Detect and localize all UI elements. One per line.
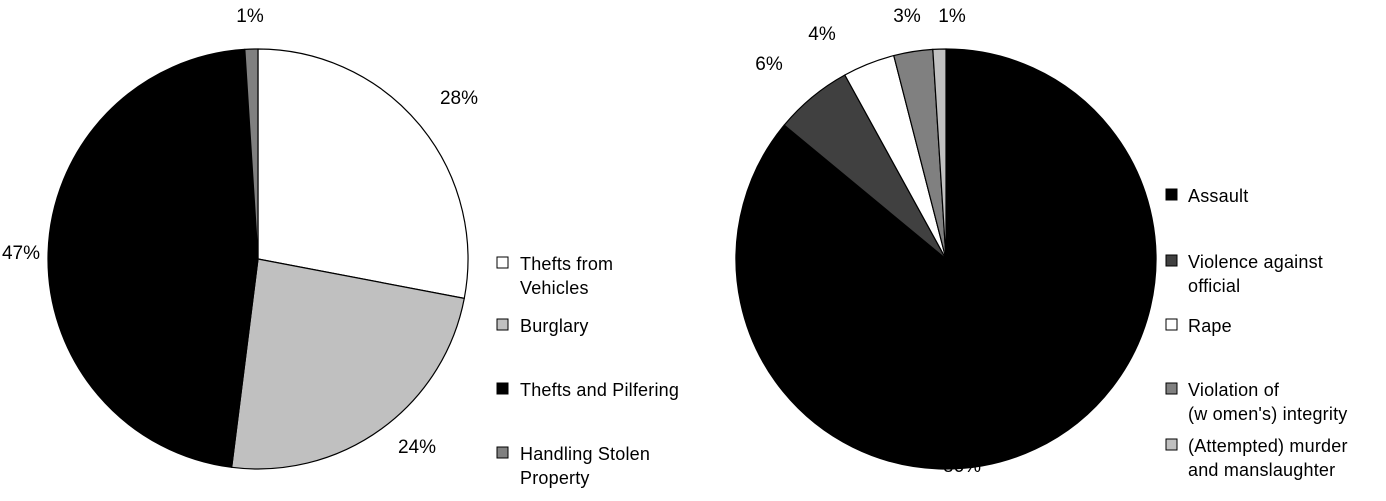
data-label-violation-of-women-s-integrity: 3%	[893, 6, 921, 27]
pie-slice-assault	[735, 48, 1157, 470]
legend-label-handling-stolen-property: Handling Stolen	[520, 444, 650, 464]
pie-slice-thefts-from-vehicles	[257, 48, 469, 299]
legend-label-thefts-and-pilfering: Thefts and Pilfering	[520, 380, 679, 400]
pie-slice-thefts-and-pilfering	[47, 48, 259, 468]
legend-property-crime: Thefts from Vehicles Burglary Thefts and Pi…	[496, 254, 679, 488]
pie-slice-handling-stolen-property	[244, 48, 259, 260]
legend-label-assault: Assault	[1188, 186, 1248, 206]
legend-swatch-thefts-and-pilfering	[496, 382, 509, 395]
pie-chart-property-crime: 28% 24% 47% 1%	[2, 6, 478, 470]
legend-label-thefts-from-vehicles-line2: Vehicles	[520, 278, 589, 298]
legend-swatch-rape	[1165, 318, 1178, 331]
data-label-violence-against-official: 6%	[755, 54, 783, 75]
legend-violent-crime: Assault Violence against official Rape Viola…	[1165, 186, 1348, 480]
legend-label-violation-of-women-s-integrity: Violation of	[1188, 380, 1280, 400]
legend-label-attempted-murder-and-manslaughter-line2: and manslaughter	[1188, 460, 1335, 480]
legend-label-thefts-from-vehicles: Thefts from	[520, 254, 613, 274]
legend-label-rape: Rape	[1188, 316, 1232, 336]
legend-label-violation-of-women-s-integrity-line2: (w omen's) integrity	[1188, 404, 1347, 424]
legend-label-handling-stolen-property-line2: Property	[520, 468, 590, 488]
legend-swatch-violation-of-women-s-integrity	[1165, 382, 1178, 395]
data-label-handling-stolen-property: 1%	[236, 6, 264, 27]
legend-label-attempted-murder-and-manslaughter: (Attempted) murder	[1188, 436, 1348, 456]
pie-slice-burglary	[231, 258, 465, 470]
data-label-burglary: 24%	[398, 437, 436, 458]
legend-swatch-thefts-from-vehicles	[496, 256, 509, 269]
legend-label-violence-against-official-line2: official	[1188, 276, 1240, 296]
legend-swatch-violence-against-official	[1165, 254, 1178, 267]
legend-swatch-burglary	[496, 318, 509, 331]
data-label-thefts-and-pilfering: 47%	[2, 243, 40, 264]
legend-label-burglary: Burglary	[520, 316, 589, 336]
data-label-assault: 86%	[943, 456, 981, 477]
pie-chart-violent-crime: 86% 6% 4% 3% 1%	[735, 6, 1157, 477]
legend-swatch-handling-stolen-property	[496, 446, 509, 459]
legend-swatch-attempted-murder-and-manslaughter	[1165, 438, 1178, 451]
data-label-rape: 4%	[808, 24, 836, 45]
pie-slice-attempted-murder-and-manslaughter	[932, 48, 947, 260]
data-label-attempted-murder-and-manslaughter: 1%	[938, 6, 966, 27]
legend-swatch-assault	[1165, 188, 1178, 201]
data-label-thefts-from-vehicles: 28%	[440, 88, 478, 109]
legend-label-violence-against-official: Violence against	[1188, 252, 1323, 272]
